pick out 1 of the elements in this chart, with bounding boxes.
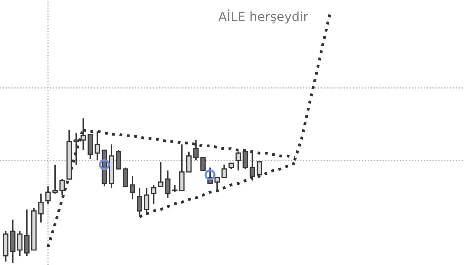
text: AİLE herşeydir	[218, 10, 309, 24]
